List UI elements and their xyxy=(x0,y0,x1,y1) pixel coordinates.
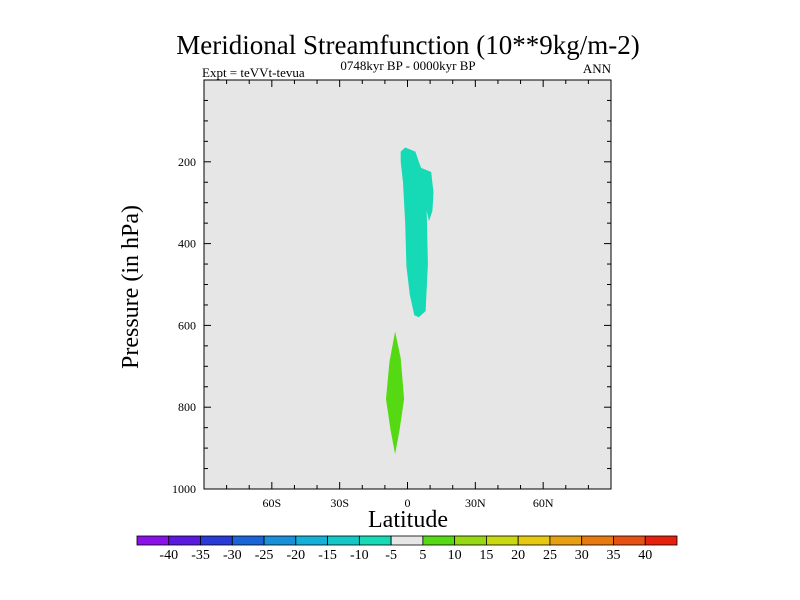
x-axis-label: Latitude xyxy=(368,507,448,533)
x-tick-label: 30S xyxy=(330,496,349,510)
chart-title: Meridional Streamfunction (10**9kg/m-2) xyxy=(176,30,639,60)
season-label: ANN xyxy=(583,61,612,76)
contour-region-1 xyxy=(386,331,405,455)
colorbar-label: -40 xyxy=(159,548,178,563)
colorbar-swatch xyxy=(327,535,360,546)
colorbar-swatch xyxy=(422,535,456,546)
y-tick-label: 800 xyxy=(178,400,196,414)
y-tick-label: 400 xyxy=(178,237,196,251)
colorbar-swatch xyxy=(517,535,551,546)
colorbar-label: 5 xyxy=(419,548,426,563)
colorbar-swatch xyxy=(390,535,424,546)
colorbar-label: 25 xyxy=(543,548,557,563)
y-tick-label: 600 xyxy=(178,318,196,332)
y-tick-label: 1000 xyxy=(172,482,196,496)
colorbar-label: -15 xyxy=(318,548,337,563)
colorbar-swatch xyxy=(295,535,328,546)
period-label: 0748kyr BP - 0000kyr BP xyxy=(340,58,475,73)
colorbar-label: -20 xyxy=(286,548,305,563)
colorbar-label: -35 xyxy=(191,548,210,563)
x-tick-label: 0 xyxy=(405,496,411,510)
plot-background xyxy=(204,80,611,489)
colorbar-swatch xyxy=(454,535,487,546)
x-tick-label: 30N xyxy=(465,496,486,510)
colorbar-swatch xyxy=(613,535,646,546)
colorbar-swatch xyxy=(644,535,678,546)
colorbar-label: 30 xyxy=(575,548,589,563)
contour-region-0 xyxy=(400,147,434,318)
x-tick-label: 60S xyxy=(262,496,281,510)
x-tick-label: 60N xyxy=(533,496,554,510)
axis-ticks: 60S 30S 0 30N 60N 200 400 600 800 1000 xyxy=(172,80,611,510)
colorbar-swatch xyxy=(168,535,201,546)
colorbar-swatch xyxy=(231,535,265,546)
colorbar-swatch xyxy=(136,535,170,546)
y-tick-label: 200 xyxy=(178,155,196,169)
colorbar-swatch xyxy=(358,535,392,546)
colorbar: -40 -35 -30 -25 -20 -15 -10 -5 5 10 15 20 25 30 35 40 xyxy=(136,535,678,563)
experiment-label: Expt = teVVt-tevua xyxy=(202,65,305,80)
colorbar-swatch xyxy=(263,535,297,546)
colorbar-swatch xyxy=(549,535,583,546)
colorbar-label: -10 xyxy=(350,548,369,563)
colorbar-label: 10 xyxy=(448,548,462,563)
colorbar-swatch xyxy=(200,535,233,546)
colorbar-label: 40 xyxy=(638,548,652,563)
colorbar-label: 20 xyxy=(511,548,525,563)
colorbar-label: -30 xyxy=(223,548,242,563)
contour-regions xyxy=(386,147,434,455)
colorbar-swatch xyxy=(581,535,614,546)
y-axis-label: Pressure (in hPa) xyxy=(118,205,144,369)
colorbar-swatch xyxy=(486,535,519,546)
colorbar-label: 15 xyxy=(479,548,493,563)
colorbar-label: -25 xyxy=(255,548,274,563)
colorbar-label: 35 xyxy=(606,548,620,563)
colorbar-label: -5 xyxy=(385,548,397,563)
